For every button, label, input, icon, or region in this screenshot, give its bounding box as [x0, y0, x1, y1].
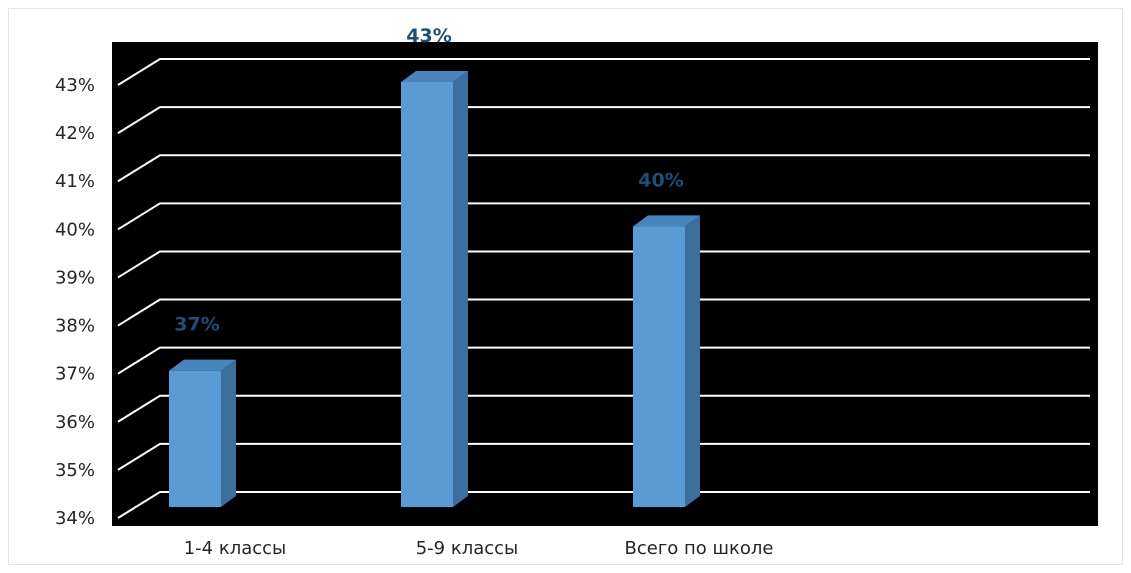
- data-labels: 37% 43% 40%: [174, 25, 683, 336]
- gridline: [117, 346, 1090, 375]
- bar-top: [633, 215, 700, 227]
- gridline: [117, 154, 1090, 183]
- y-tick-label: 42%: [55, 123, 95, 144]
- category-label: Всего по школе: [625, 538, 774, 559]
- gridline: [117, 106, 1090, 134]
- y-tick-label: 37%: [55, 364, 95, 385]
- data-label: 43%: [406, 25, 451, 47]
- y-tick-label: 43%: [55, 75, 95, 96]
- bar: [401, 82, 453, 507]
- gridline: [117, 298, 1090, 327]
- gridline: [117, 394, 1090, 423]
- category-label: 1-4 классы: [184, 538, 287, 559]
- bar: [633, 226, 685, 508]
- y-tick-label: 38%: [55, 316, 95, 337]
- y-tick-label: 41%: [55, 171, 95, 192]
- gridline: [117, 58, 1090, 86]
- y-tick-label: 39%: [55, 267, 95, 288]
- y-tick-label: 35%: [55, 460, 95, 481]
- gridlines: [117, 58, 1090, 519]
- data-label: 40%: [638, 169, 683, 191]
- gridline: [117, 491, 1090, 519]
- bar-side: [221, 359, 236, 507]
- data-label: 37%: [174, 314, 219, 336]
- gridline: [117, 202, 1090, 231]
- bars: [169, 71, 700, 508]
- y-axis-ticks: 34% 35% 36% 37% 38% 39% 40% 41% 42% 43%: [55, 75, 95, 529]
- bar-side: [453, 71, 468, 507]
- bar-side: [685, 215, 700, 508]
- category-label: 5-9 классы: [416, 538, 519, 559]
- gridline: [117, 250, 1090, 279]
- x-axis-categories: 1-4 классы 5-9 классы Всего по школе: [184, 538, 774, 559]
- bar-top: [401, 71, 468, 82]
- bar: [169, 370, 221, 507]
- plot-background: [112, 42, 1098, 526]
- y-tick-label: 34%: [55, 508, 95, 529]
- bar-top: [169, 359, 236, 371]
- gridline: [117, 442, 1090, 471]
- y-tick-label: 40%: [55, 219, 95, 240]
- y-tick-label: 36%: [55, 412, 95, 433]
